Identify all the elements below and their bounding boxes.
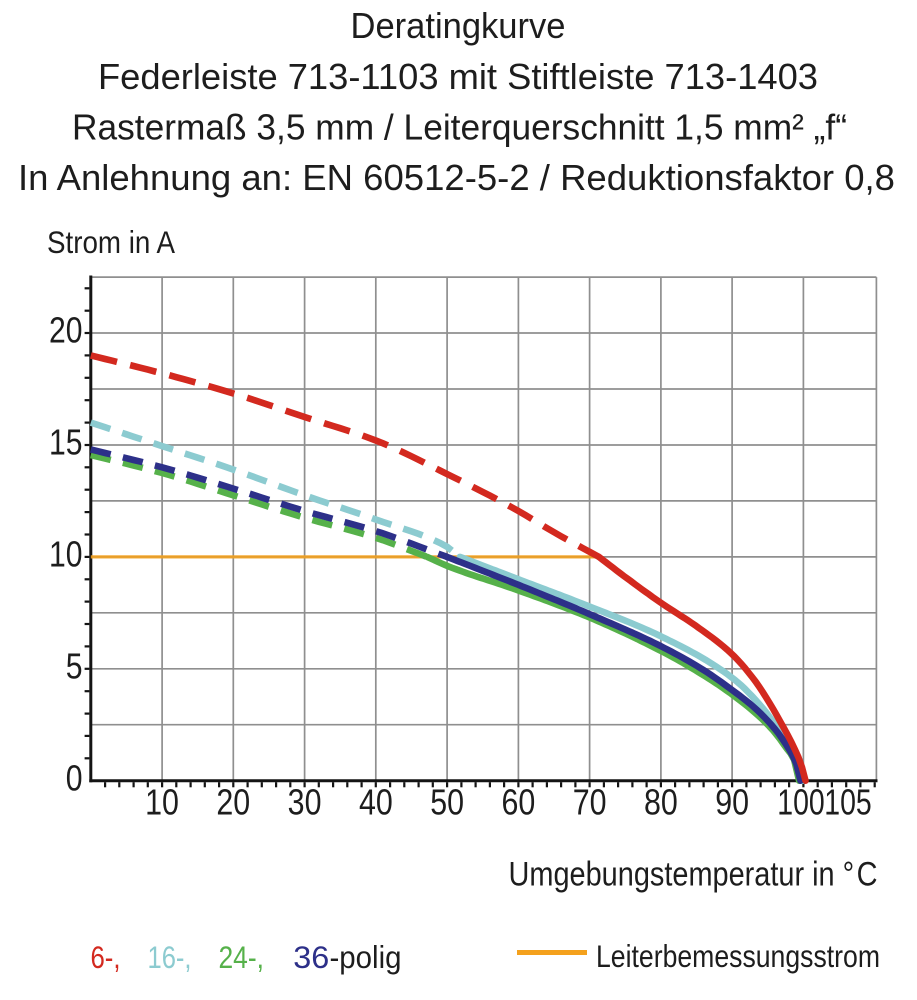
svg-text:100: 100 [777, 782, 825, 823]
svg-text:5: 5 [66, 645, 83, 686]
svg-text:Strom in A: Strom in A [47, 224, 175, 260]
svg-text:40: 40 [359, 782, 393, 823]
svg-text:-polig: -polig [330, 939, 402, 975]
svg-text:80: 80 [644, 782, 678, 823]
svg-text:6-,: 6-, [91, 939, 121, 975]
svg-text:15: 15 [49, 422, 83, 463]
svg-text:24-,: 24-, [219, 939, 265, 975]
svg-text:In Anlehnung an: EN 60512-5-2: In Anlehnung an: EN 60512-5-2 / Reduktio… [18, 157, 895, 198]
svg-text:0: 0 [66, 757, 83, 798]
svg-text:Umgebungstemperatur in ° C: Umgebungstemperatur in ° C [509, 856, 878, 894]
svg-text:10: 10 [49, 534, 83, 575]
svg-text:Leiterbemessungsstrom: Leiterbemessungsstrom [596, 938, 880, 974]
svg-text:30: 30 [288, 782, 322, 823]
svg-text:10: 10 [145, 782, 179, 823]
svg-text:70: 70 [573, 782, 607, 823]
svg-text:20: 20 [49, 310, 83, 351]
svg-text:Rastermaß 3,5 mm / Leiterquers: Rastermaß 3,5 mm / Leiterquerschnitt 1,5… [72, 107, 847, 148]
svg-text:Federleiste 713-1103 mit Stift: Federleiste 713-1103 mit Stiftleiste 713… [98, 56, 818, 97]
svg-text:105: 105 [824, 782, 872, 823]
svg-text:60: 60 [501, 782, 535, 823]
svg-text:50: 50 [430, 782, 464, 823]
svg-text:90: 90 [715, 782, 749, 823]
svg-text:Deratingkurve: Deratingkurve [351, 5, 566, 46]
svg-text:20: 20 [216, 782, 250, 823]
svg-text:16-,: 16-, [148, 939, 192, 975]
svg-text:36: 36 [293, 939, 329, 975]
